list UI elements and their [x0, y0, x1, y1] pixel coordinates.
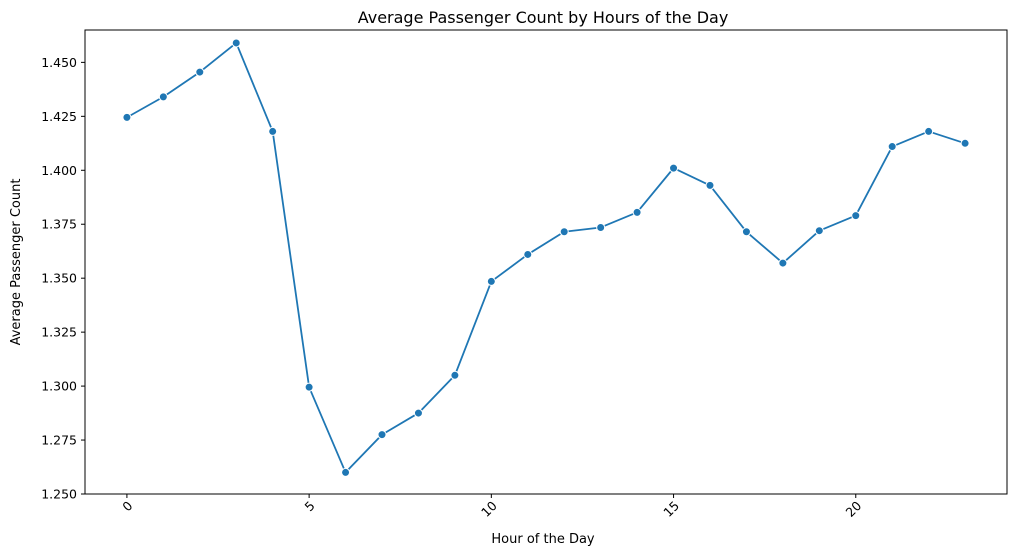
y-axis-label: Average Passenger Count: [9, 179, 24, 346]
data-point: [341, 467, 351, 477]
y-tick-label: 1.300: [41, 379, 77, 394]
data-point: [778, 258, 788, 268]
data-point: [413, 408, 423, 418]
chart-title: Average Passenger Count by Hours of the …: [358, 8, 729, 27]
y-tick-label: 1.250: [41, 487, 77, 502]
x-tick-label: 0: [119, 498, 135, 514]
y-tick-label: 1.375: [41, 217, 77, 232]
data-point: [851, 211, 861, 221]
data-point: [304, 382, 314, 392]
plot-area: 1.250 1.275 1.300 1.325 1.350 1.375 1.400 1.425…: [41, 29, 1008, 520]
x-tick-label: 15: [660, 498, 682, 520]
y-tick-label: 1.275: [41, 433, 77, 448]
data-point: [231, 38, 241, 48]
x-tick-label: 5: [301, 498, 317, 514]
data-point: [632, 207, 642, 217]
data-point: [195, 67, 205, 77]
y-tick-label: 1.400: [41, 163, 77, 178]
axes-frame: [84, 29, 1008, 495]
y-tick-label: 1.425: [41, 109, 77, 124]
data-point: [377, 430, 387, 440]
data-point: [268, 126, 278, 136]
x-axis: 0 5 10 15 20: [119, 494, 864, 520]
x-axis-label: Hour of the Day: [491, 532, 595, 547]
data-point: [887, 142, 897, 152]
data-point: [486, 276, 496, 286]
series-line: [126, 42, 966, 474]
y-tick-label: 1.325: [41, 325, 77, 340]
y-tick-label: 1.450: [41, 55, 77, 70]
data-point: [523, 249, 533, 259]
data-point: [924, 126, 934, 136]
y-tick-label: 1.350: [41, 271, 77, 286]
data-point: [596, 222, 606, 232]
data-point: [960, 138, 970, 148]
data-point: [158, 92, 168, 102]
data-point: [450, 370, 460, 380]
y-axis: 1.250 1.275 1.300 1.325 1.350 1.375 1.400 1.425…: [41, 55, 85, 502]
data-point: [705, 180, 715, 190]
data-point: [814, 226, 824, 236]
x-tick-label: 10: [478, 498, 500, 520]
data-point: [559, 227, 569, 237]
x-tick-label: 20: [843, 498, 865, 520]
data-point: [669, 163, 679, 173]
data-markers: [122, 38, 970, 477]
data-point: [741, 227, 751, 237]
data-point: [122, 112, 132, 122]
